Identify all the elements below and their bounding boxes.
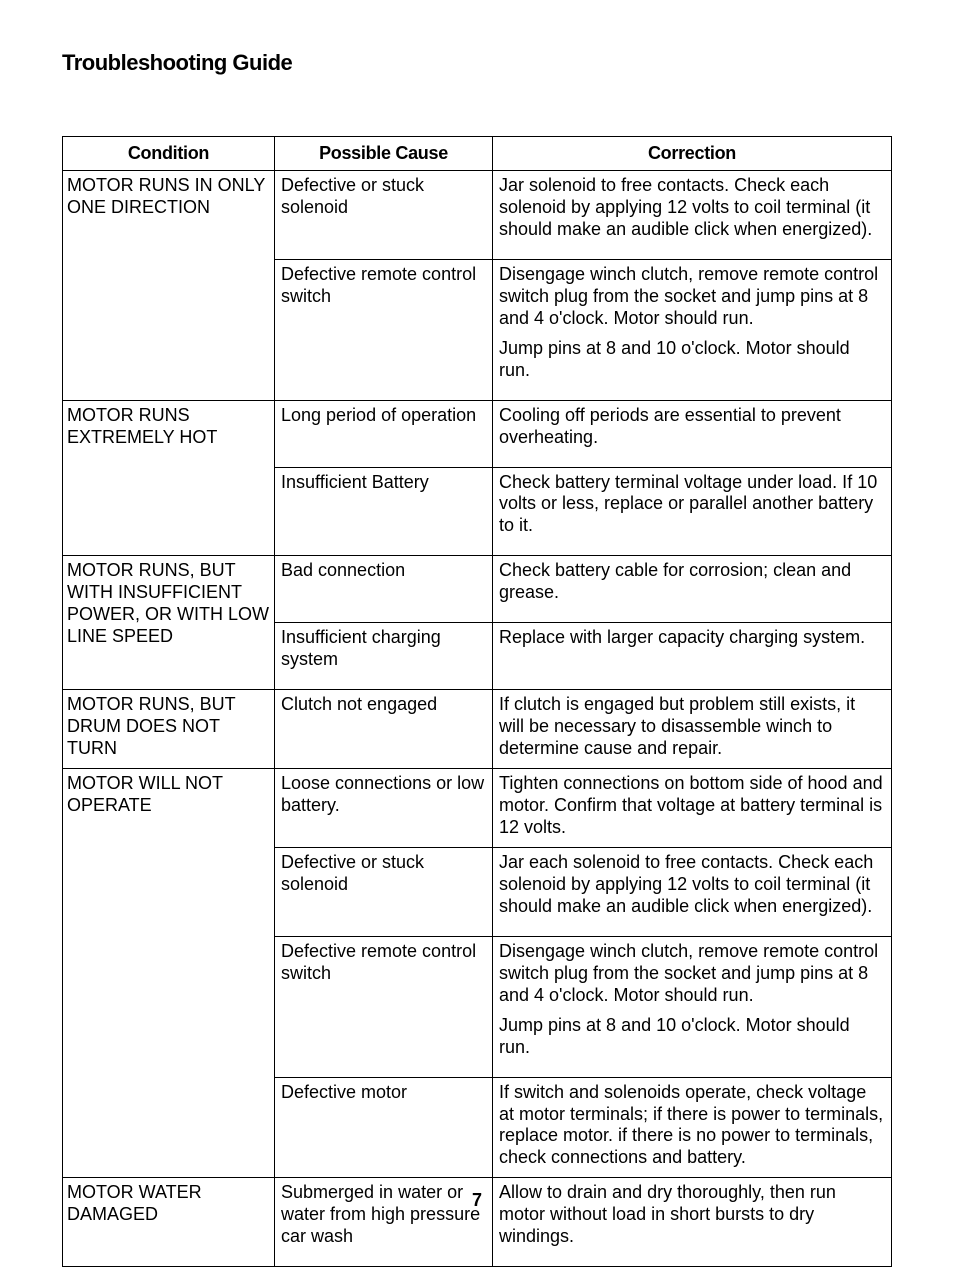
correction-text: Replace with larger capacity charging sy… xyxy=(499,627,885,649)
cause-cell: Defective motor xyxy=(275,1077,493,1178)
table-row: MOTOR RUNS IN ONLY ONE DIRECTIONDefectiv… xyxy=(63,171,892,260)
cause-cell: Insufficient charging system xyxy=(275,623,493,690)
correction-cell: If switch and solenoids operate, check v… xyxy=(493,1077,892,1178)
condition-cell: MOTOR WILL NOT OPERATE xyxy=(63,769,275,1178)
table-row: MOTOR WILL NOT OPERATELoose connections … xyxy=(63,769,892,848)
correction-cell: Check battery terminal voltage under loa… xyxy=(493,467,892,556)
correction-text: Disengage winch clutch, remove remote co… xyxy=(499,264,885,330)
correction-text: Jump pins at 8 and 10 o'clock. Motor sho… xyxy=(499,1015,885,1059)
col-header-correction: Correction xyxy=(493,137,892,171)
col-header-condition: Condition xyxy=(63,137,275,171)
cause-cell: Loose connections or low battery. xyxy=(275,769,493,848)
table-row: MOTOR RUNS EXTREMELY HOTLong period of o… xyxy=(63,400,892,467)
correction-cell: Check battery cable for corrosion; clean… xyxy=(493,556,892,623)
correction-cell: Jar each solenoid to free contacts. Chec… xyxy=(493,847,892,936)
cause-cell: Clutch not engaged xyxy=(275,690,493,769)
correction-text: Cooling off periods are essential to pre… xyxy=(499,405,885,449)
condition-cell: MOTOR RUNS IN ONLY ONE DIRECTION xyxy=(63,171,275,401)
correction-text: Disengage winch clutch, remove remote co… xyxy=(499,941,885,1007)
table-header-row: Condition Possible Cause Correction xyxy=(63,137,892,171)
correction-cell: Disengage winch clutch, remove remote co… xyxy=(493,259,892,400)
correction-cell: Tighten connections on bottom side of ho… xyxy=(493,769,892,848)
condition-cell: MOTOR RUNS EXTREMELY HOT xyxy=(63,400,275,556)
col-header-cause: Possible Cause xyxy=(275,137,493,171)
table-row: MOTOR RUNS, BUT WITH INSUFFICIENT POWER,… xyxy=(63,556,892,623)
cause-cell: Defective or stuck solenoid xyxy=(275,171,493,260)
correction-cell: Disengage winch clutch, remove remote co… xyxy=(493,936,892,1077)
cause-cell: Insufficient Battery xyxy=(275,467,493,556)
cause-cell: Bad connection xyxy=(275,556,493,623)
correction-cell: If clutch is engaged but problem still e… xyxy=(493,690,892,769)
cause-cell: Defective remote control switch xyxy=(275,259,493,400)
correction-text: Check battery terminal voltage under loa… xyxy=(499,472,885,538)
cause-cell: Defective remote control switch xyxy=(275,936,493,1077)
correction-text: Jar each solenoid to free contacts. Chec… xyxy=(499,852,885,918)
cause-cell: Defective or stuck solenoid xyxy=(275,847,493,936)
correction-text: If clutch is engaged but problem still e… xyxy=(499,694,885,760)
correction-cell: Replace with larger capacity charging sy… xyxy=(493,623,892,690)
correction-text: Jar solenoid to free contacts. Check eac… xyxy=(499,175,885,241)
page-title: Troubleshooting Guide xyxy=(62,50,892,76)
correction-cell: Cooling off periods are essential to pre… xyxy=(493,400,892,467)
correction-text: If switch and solenoids operate, check v… xyxy=(499,1082,885,1170)
correction-text: Check battery cable for corrosion; clean… xyxy=(499,560,885,604)
correction-text: Jump pins at 8 and 10 o'clock. Motor sho… xyxy=(499,338,885,382)
correction-cell: Jar solenoid to free contacts. Check eac… xyxy=(493,171,892,260)
correction-text: Tighten connections on bottom side of ho… xyxy=(499,773,885,839)
page: Troubleshooting Guide Condition Possible… xyxy=(0,0,954,1267)
cause-cell: Long period of operation xyxy=(275,400,493,467)
condition-cell: MOTOR RUNS, BUT WITH INSUFFICIENT POWER,… xyxy=(63,556,275,690)
page-number: 7 xyxy=(0,1190,954,1211)
table-row: MOTOR RUNS, BUT DRUM DOES NOT TURNClutch… xyxy=(63,690,892,769)
condition-cell: MOTOR RUNS, BUT DRUM DOES NOT TURN xyxy=(63,690,275,769)
troubleshooting-table: Condition Possible Cause Correction MOTO… xyxy=(62,136,892,1267)
